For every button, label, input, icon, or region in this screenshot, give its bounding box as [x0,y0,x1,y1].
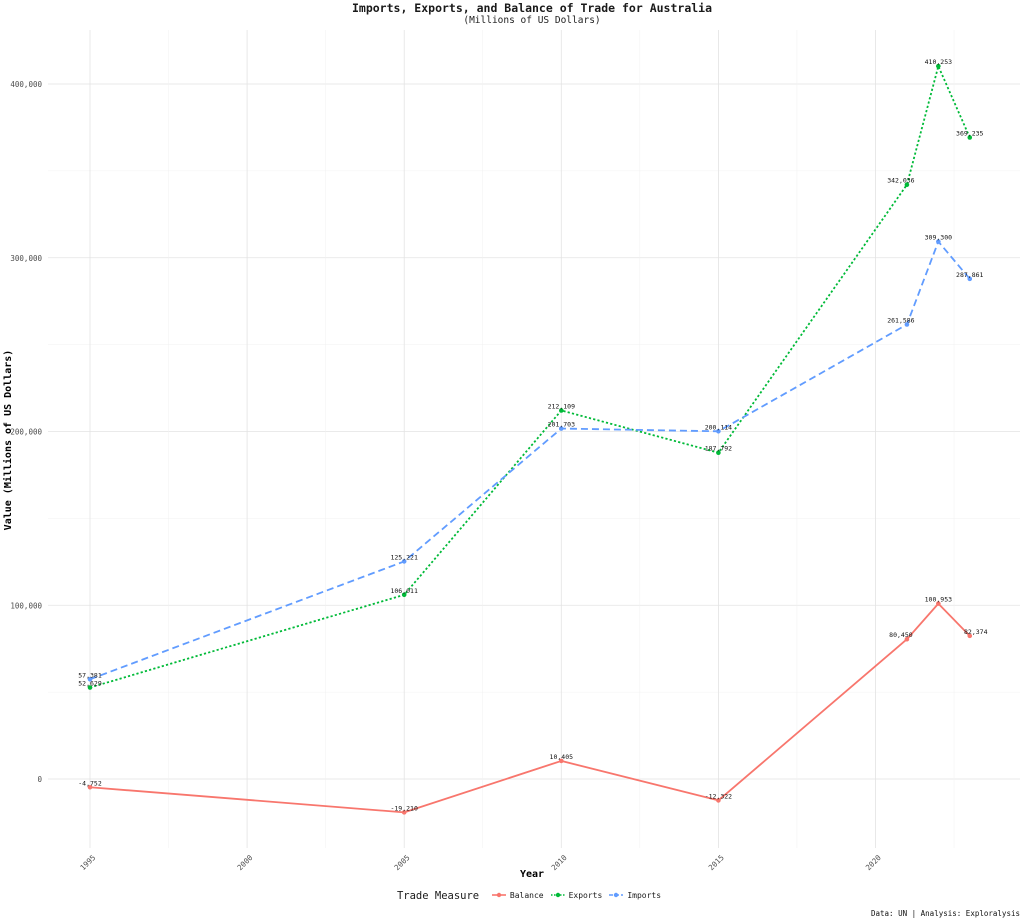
series-line-balance [89,602,971,814]
data-label-balance: 10,405 [550,753,574,761]
data-label-exports: 106,011 [390,587,417,595]
chart-subtitle: (Millions of US Dollars) [463,15,601,26]
legend-item-exports: Exports [550,890,603,900]
data-point-exports [904,182,910,188]
data-label-balance: 82,374 [964,628,988,636]
data-label-exports: 187,792 [705,445,732,453]
y-tick-label: 200,000 [10,428,42,437]
data-label-exports: 342,036 [887,177,914,185]
legend-item-balance: Balance [491,891,544,900]
x-tick-label: 2000 [235,853,254,872]
legend-key-exports [550,892,565,898]
legend-label: Balance [509,890,544,900]
data-label-balance: -12,322 [705,792,732,800]
legend-item-imports: Imports [608,891,661,900]
data-point-balance [559,758,564,764]
grid [48,30,1020,848]
legend-key-balance [491,892,506,898]
data-point-balance [401,810,407,815]
data-point-exports [936,63,941,69]
data-label-balance: 100,953 [925,596,952,604]
data-point-exports [401,592,407,598]
data-point-balance [716,798,721,803]
caption: Data: UN | Analysis: Exploralysis [870,909,1020,918]
data-label-imports: 57,381 [78,671,102,679]
data-point-imports [87,677,93,682]
data-label-balance: -4,752 [78,779,102,787]
y-tick-label: 300,000 [10,254,42,263]
y-tick-label: 0 [37,775,42,784]
line-chart: 0 100,000 200,000 300,000 400,000 1995 2000 200… [2,30,1020,880]
y-tick-label: 400,000 [10,80,42,89]
data-label-balance: -19,210 [390,804,417,812]
data-point-imports [401,559,407,564]
y-tick-label: 100,000 [10,601,42,610]
data-point-exports [559,408,564,413]
data-label-balance: 80,450 [889,631,913,639]
data-point-imports [967,276,973,282]
data-label-exports: 52,629 [78,680,102,688]
data-label-imports: 125,221 [390,553,417,561]
data-labels: -4,752 -19,210 10,405 -12,322 80,450 100,953 8… [78,58,987,812]
y-axis-title: Value (Millions of US Dollars) [2,350,14,531]
data-label-imports: 200,114 [705,423,732,431]
x-axis-title: Year [520,869,544,880]
data-point-balance [967,633,973,639]
data-point-imports [904,322,910,327]
data-point-exports [716,450,721,456]
legend-label: Imports [627,890,662,900]
x-tick-label: 2005 [392,853,411,872]
x-tick-label: 2010 [550,853,569,872]
legend-title: Trade Measure [396,890,480,902]
data-label-exports: 212,109 [548,402,575,410]
data-point-imports [559,426,564,431]
data-point-balance [87,784,93,790]
data-label-exports: 410,253 [925,58,952,66]
legend-label: Exports [568,890,603,900]
series-line-imports [89,240,971,681]
x-tick-label: 2020 [864,853,883,872]
data-point-imports [936,239,941,244]
x-tick-label: 2015 [707,853,726,872]
legend-key-imports [609,892,624,898]
legend: Trade Measure Balance Exports Imports [0,890,1024,902]
data-point-balance [904,636,910,642]
data-point-exports [967,135,973,140]
data-label-exports: 369,235 [956,129,983,137]
data-point-imports [716,429,721,434]
data-label-imports: 261,586 [887,316,914,324]
x-tick-label: 1995 [78,853,97,872]
series-line-exports [89,65,971,689]
data-label-imports: 201,703 [548,421,575,429]
data-point-exports [87,685,93,690]
data-label-imports: 287,861 [956,271,983,279]
data-label-imports: 309,300 [925,234,952,242]
series-lines [87,63,973,815]
chart-title: Imports, Exports, and Balance of Trade f… [351,1,713,15]
axes: 0 100,000 200,000 300,000 400,000 1995 2000 200… [10,80,883,872]
data-point-balance [936,601,941,606]
